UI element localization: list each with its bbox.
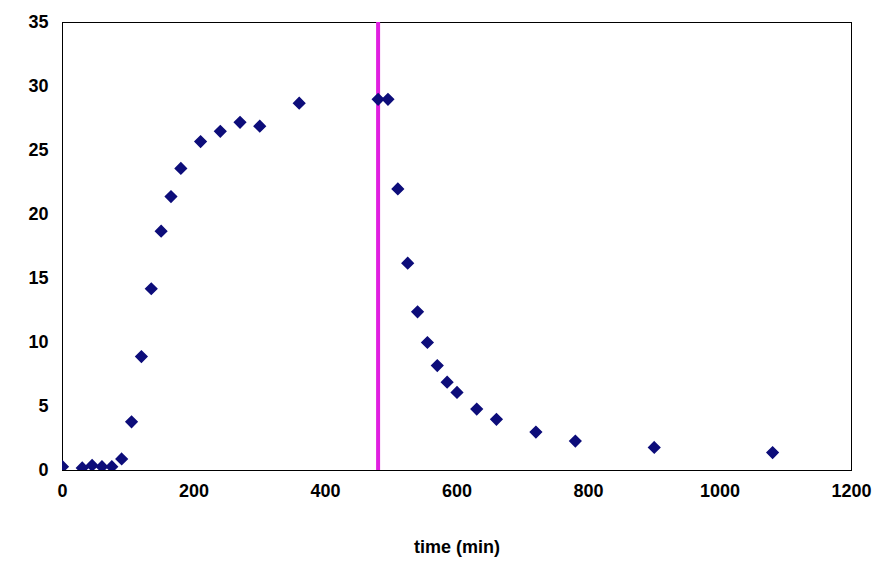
svg-text:800: 800	[573, 481, 603, 501]
svg-text:5: 5	[38, 396, 48, 416]
svg-text:400: 400	[310, 481, 340, 501]
svg-text:1200: 1200	[831, 481, 871, 501]
svg-text:10: 10	[28, 332, 48, 352]
svg-text:1000: 1000	[700, 481, 740, 501]
svg-text:0: 0	[57, 481, 67, 501]
svg-text:30: 30	[28, 76, 48, 96]
svg-text:35: 35	[28, 12, 48, 32]
svg-text:600: 600	[442, 481, 472, 501]
svg-text:15: 15	[28, 268, 48, 288]
svg-text:25: 25	[28, 140, 48, 160]
svg-text:time (min): time (min)	[414, 537, 500, 557]
svg-text:20: 20	[28, 204, 48, 224]
svg-text:0: 0	[38, 460, 48, 480]
svg-text:200: 200	[179, 481, 209, 501]
